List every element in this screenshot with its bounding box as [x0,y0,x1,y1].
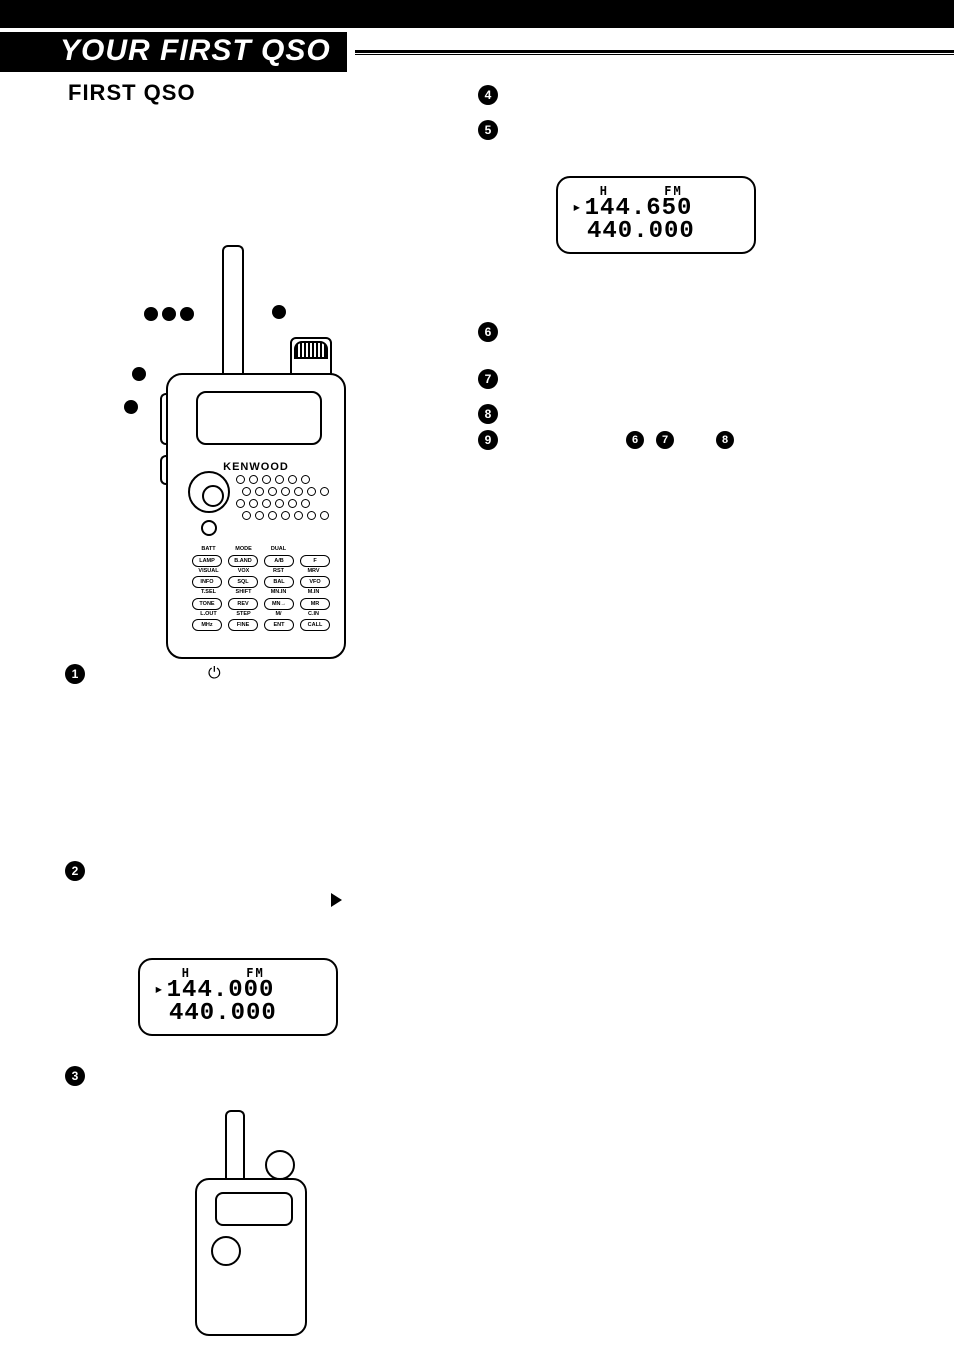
keypad-key: ENT [264,619,294,631]
callout-dot [144,307,158,321]
step-bullet-7: 7 [478,369,498,389]
keypad-key: SQL [228,576,258,588]
step-bullet-8: 8 [478,404,498,424]
radio-body: KENWOOD BATT MODE DUAL LAMP B.AND A/B F [166,373,346,659]
keypad: BATT MODE DUAL LAMP B.AND A/B F VISUAL V… [192,547,330,633]
key-label: VOX [227,569,260,575]
callout-dot [162,307,176,321]
keypad-key: FINE [228,619,258,631]
radio-screen [215,1192,293,1226]
key-label: STEP [227,612,260,618]
step-bullet-6: 6 [478,322,498,342]
key-label: BATT [192,547,225,553]
keypad-key: MHz [192,619,222,631]
callout-dot [272,305,286,319]
keypad-key: B.AND [228,555,258,567]
key-label: RST [262,569,295,575]
callout-dot [124,400,138,414]
key-label: T.SEL [192,590,225,596]
key-label: M/ [262,612,295,618]
key-label: DUAL [262,547,295,553]
antenna [225,1110,245,1182]
key-label: M.IN [297,590,330,596]
key-label: MN.IN [262,590,295,596]
inline-bullet-6: 6 [626,431,644,449]
lcd-display-2: H FM ▸144.650 440.000 [556,176,756,254]
speaker-grille [236,475,336,535]
top-black-bar [0,0,954,28]
keypad-key: CALL [300,619,330,631]
callout-dot [132,367,146,381]
dpad [211,1236,241,1266]
radio-body [195,1178,307,1336]
subtitle: FIRST QSO [68,80,954,106]
key-label: MODE [227,547,260,553]
lcd2-freq-b: 440.000 [572,221,740,244]
right-triangle-icon [331,893,342,907]
radio-screen [196,391,322,445]
lcd1-cursor-icon: ▸ [154,981,165,999]
lcd1-freq-b: 440.000 [154,1003,322,1026]
brand-label: KENWOOD [168,461,344,473]
key-label [297,547,330,553]
callout-dot [180,307,194,321]
keypad-key: MR [300,598,330,610]
power-icon: ⏻ [208,665,221,683]
key-label: L.OUT [192,612,225,618]
keypad-key: LAMP [192,555,222,567]
keypad-key: VFO [300,576,330,588]
keypad-key: BAL [264,576,294,588]
tuning-knob [290,337,332,377]
dpad [188,471,230,513]
antenna [222,245,244,375]
step-bullet-2: 2 [65,861,85,881]
tuning-knob [265,1150,295,1180]
small-button [201,520,217,536]
step-bullet-5: 5 [478,120,498,140]
key-label: MRV [297,569,330,575]
step-bullet-1: 1 [65,664,85,684]
inline-bullet-8: 8 [716,431,734,449]
transceiver-illustration: KENWOOD BATT MODE DUAL LAMP B.AND A/B F [150,245,350,660]
step-bullet-3: 3 [65,1066,85,1086]
keypad-key: INFO [192,576,222,588]
lcd2-cursor-icon: ▸ [572,199,583,217]
inline-bullet-7: 7 [656,431,674,449]
keypad-key: MN→ [264,598,294,610]
key-label: SHIFT [227,590,260,596]
keypad-key: TONE [192,598,222,610]
section-heading-row: YOUR FIRST QSO [0,32,954,72]
keypad-key: A/B [264,555,294,567]
keypad-key: REV [228,598,258,610]
section-title: YOUR FIRST QSO [0,32,347,72]
keypad-key: F [300,555,330,567]
key-label: VISUAL [192,569,225,575]
title-rule [355,50,954,55]
step-bullet-9: 9 [478,430,498,450]
step-bullet-4: 4 [478,85,498,105]
lcd-display-1: H FM ▸144.000 440.000 [138,958,338,1036]
transceiver-holding-illustration [185,1110,315,1340]
key-label: C.IN [297,612,330,618]
